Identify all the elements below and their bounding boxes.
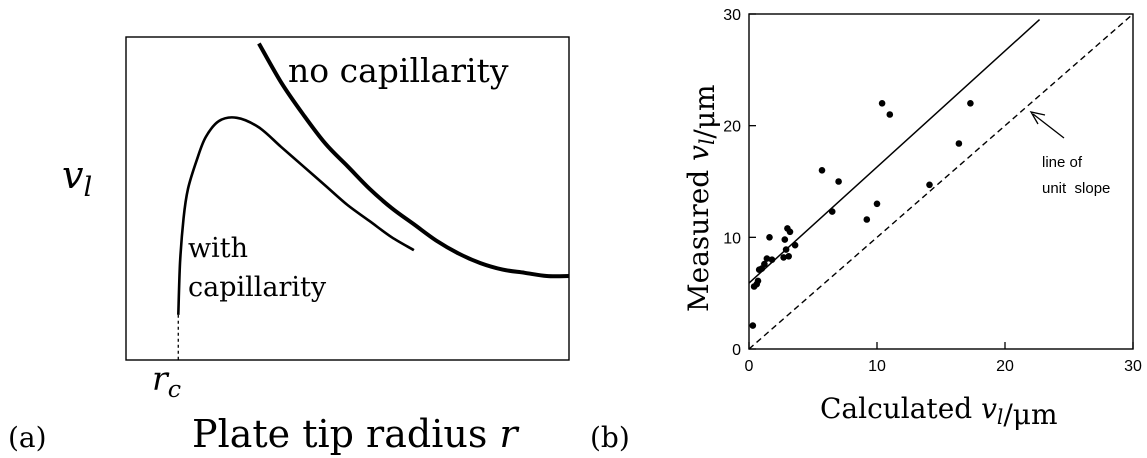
- unit-slope-line: [748, 13, 1134, 350]
- fit-line: [748, 19, 1041, 284]
- data-point: [886, 111, 894, 118]
- data-point: [749, 322, 757, 329]
- x-tick-label: 0: [745, 358, 754, 375]
- panel-b-ticks: 0 10 20 30 0 10 20 30: [723, 7, 1142, 375]
- data-point: [955, 140, 963, 147]
- data-point: [768, 256, 776, 264]
- panel-b-label: (b): [590, 421, 630, 454]
- x-tick-label: 30: [1124, 358, 1142, 375]
- annotation-arrow: [1029, 111, 1065, 139]
- y-tick-label: 0: [732, 342, 741, 359]
- series-no-capillarity-line: [257, 42, 570, 279]
- data-point: [835, 178, 842, 185]
- data-point: [926, 181, 933, 189]
- panel-a-xlabel: Plate tip radius r: [192, 412, 520, 456]
- data-point: [780, 254, 787, 261]
- data-point: [761, 260, 768, 268]
- data-point: [791, 241, 799, 249]
- annotation-line1: line of: [1042, 154, 1083, 171]
- panel-b-ylabel: Measured vl/μm: [682, 84, 721, 312]
- series-label-with-capillarity-line2: capillarity: [188, 272, 327, 303]
- data-point: [766, 234, 773, 241]
- series-label-with-capillarity-line1: with: [188, 233, 248, 264]
- panel-a-label: (a): [8, 421, 47, 454]
- y-tick-label: 30: [723, 7, 741, 24]
- data-point: [785, 252, 792, 260]
- panel-a: no capillarity with capillarity vl rc Pl…: [8, 36, 570, 456]
- data-point: [878, 100, 886, 107]
- panel-b: 0 10 20 30 0 10 20 30 line of unit slope Calcul…: [590, 7, 1142, 454]
- data-point: [863, 216, 871, 223]
- panel-a-xtick-rc: rc: [152, 359, 181, 403]
- data-point: [818, 167, 826, 174]
- annotation-line2: unit slope: [1042, 180, 1110, 197]
- scatter-points: [749, 100, 974, 329]
- data-point: [781, 236, 789, 243]
- data-point: [873, 200, 881, 208]
- data-point: [763, 255, 771, 262]
- series-with-capillarity-line: [177, 116, 415, 315]
- panel-a-frame: [125, 36, 570, 361]
- panel-a-ylabel: vl: [62, 153, 92, 203]
- y-tick-label: 10: [723, 230, 741, 247]
- x-tick-label: 10: [868, 358, 886, 375]
- data-point: [967, 100, 974, 107]
- y-tick-label: 20: [723, 119, 741, 136]
- series-label-no-capillarity: no capillarity: [288, 51, 509, 90]
- panel-b-xlabel: Calculated vl/μm: [820, 392, 1058, 431]
- data-point: [754, 277, 762, 285]
- data-point: [782, 246, 790, 253]
- data-point: [828, 208, 836, 215]
- panel-b-frame: [748, 13, 1134, 350]
- data-point: [786, 228, 794, 236]
- x-tick-label: 20: [996, 358, 1014, 375]
